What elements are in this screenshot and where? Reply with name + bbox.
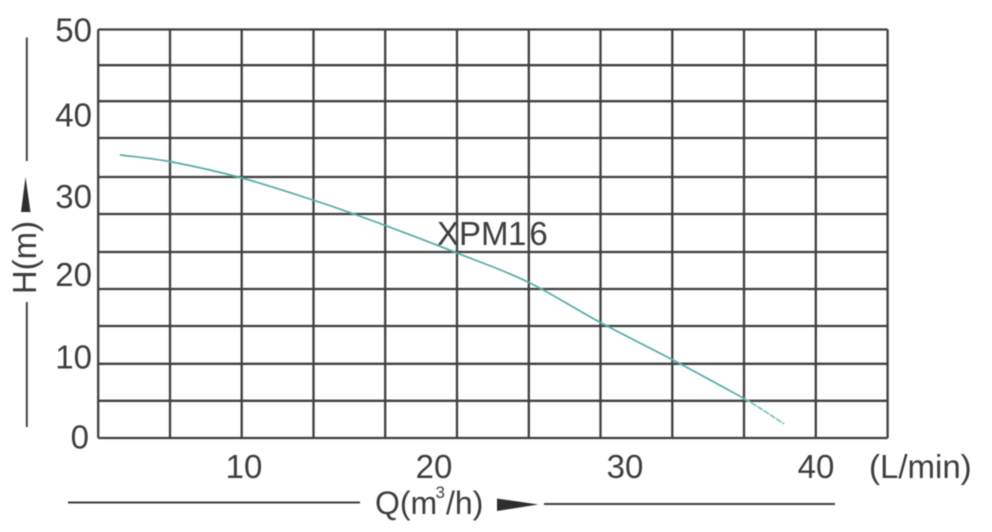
svg-text:10: 10 (226, 448, 263, 485)
svg-text:0: 0 (71, 419, 89, 456)
svg-text:H(m): H(m) (6, 221, 43, 294)
svg-text:50: 50 (55, 12, 92, 49)
svg-text:16: 16 (508, 215, 551, 252)
svg-text:(L/min): (L/min) (869, 448, 972, 485)
svg-text:Q(m: Q(m (375, 485, 437, 521)
svg-text:/h): /h) (446, 485, 483, 521)
svg-text:40: 40 (798, 448, 835, 485)
svg-text:3: 3 (436, 483, 445, 502)
svg-text:20: 20 (55, 256, 92, 293)
svg-text:30: 30 (607, 448, 644, 485)
svg-text:XPM: XPM (437, 215, 509, 252)
svg-text:30: 30 (55, 178, 92, 215)
svg-text:40: 40 (55, 96, 92, 133)
svg-text:20: 20 (416, 448, 453, 485)
svg-text:10: 10 (55, 339, 92, 376)
